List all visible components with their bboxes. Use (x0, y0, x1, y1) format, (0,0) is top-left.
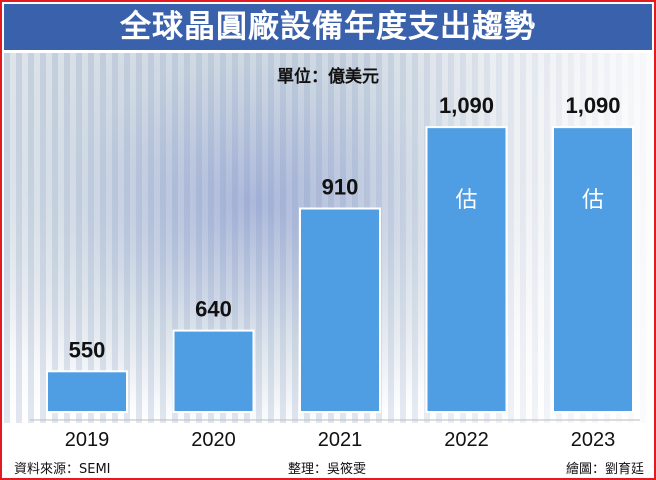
data-label-2019: 550 (69, 337, 106, 362)
x-tick-label-2021: 2021 (318, 429, 363, 451)
x-tick-label-2020: 2020 (191, 429, 236, 451)
x-tick-label-2023: 2023 (571, 429, 616, 451)
bar-2019 (46, 370, 128, 414)
data-label-2020: 640 (195, 297, 232, 322)
editor-credit: 整理：吳筱雯 (288, 462, 367, 477)
x-tick-label-2019: 2019 (65, 429, 110, 451)
bar-2023 (552, 126, 634, 413)
bar-2021 (299, 207, 381, 413)
data-label-2021: 910 (322, 175, 359, 200)
artist-credit: 繪圖：劉育廷 (565, 462, 644, 477)
source-note: 資料來源：SEMI (14, 462, 111, 477)
estimate-mark-2023: 估 (582, 188, 604, 213)
chart-title: 全球晶圓廠設備年度支出趨勢 (4, 4, 652, 50)
unit-label: 單位：億美元 (277, 67, 379, 87)
bar-2022 (425, 126, 508, 413)
data-label-2023: 1,090 (565, 93, 620, 118)
estimate-mark-2022: 估 (455, 188, 477, 213)
bar-2020 (172, 329, 255, 414)
x-tick-label-2022: 2022 (444, 429, 489, 451)
data-label-2022: 1,090 (439, 93, 494, 118)
